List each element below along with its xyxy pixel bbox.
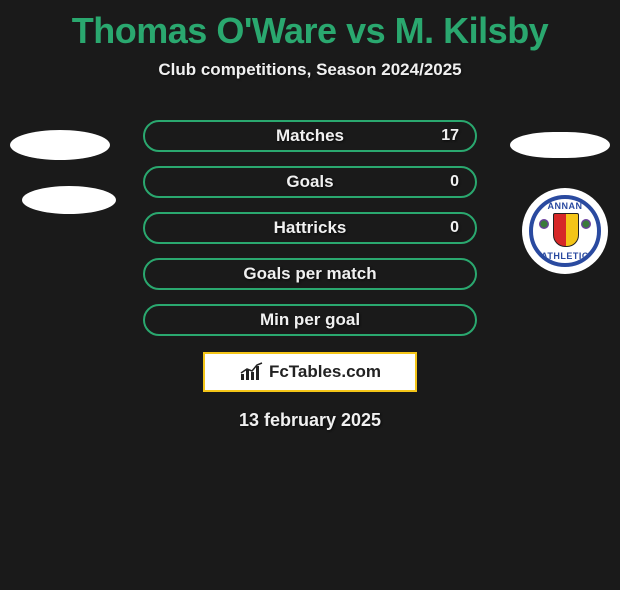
page-title: Thomas O'Ware vs M. Kilsby (0, 10, 620, 52)
player1-name: Thomas O'Ware (72, 10, 337, 51)
stat-label: Matches (276, 126, 344, 146)
stat-row-min-per-goal: Min per goal (143, 304, 477, 336)
stat-value: 17 (441, 127, 459, 145)
stat-row-goals-per-match: Goals per match (143, 258, 477, 290)
club-crest: ANNAN ATHLETIC (522, 188, 608, 274)
brand-text: FcTables.com (269, 362, 381, 382)
stat-label: Hattricks (274, 218, 347, 238)
subtitle: Club competitions, Season 2024/2025 (0, 60, 620, 80)
stat-label: Min per goal (260, 310, 360, 330)
stat-label: Goals (286, 172, 333, 192)
left-badge-placeholder-1 (10, 130, 110, 160)
crest-thistle-icon (581, 219, 591, 229)
stat-label: Goals per match (243, 264, 376, 284)
stat-value: 0 (450, 173, 459, 191)
stat-row-matches: Matches 17 (143, 120, 477, 152)
bar-chart-icon (239, 362, 265, 382)
stat-row-goals: Goals 0 (143, 166, 477, 198)
crest-top-text: ANNAN (533, 201, 597, 211)
crest-thistle-icon (539, 219, 549, 229)
date-text: 13 february 2025 (0, 410, 620, 431)
player2-name: M. Kilsby (395, 10, 549, 51)
stats-container: Matches 17 Goals 0 Hattricks 0 Goals per… (143, 120, 477, 336)
crest-inner: ANNAN ATHLETIC (529, 195, 601, 267)
crest-bottom-text: ATHLETIC (533, 251, 597, 261)
stat-row-hattricks: Hattricks 0 (143, 212, 477, 244)
left-badge-placeholder-2 (22, 186, 116, 214)
brand-box: FcTables.com (203, 352, 417, 392)
vs-text: vs (346, 10, 385, 51)
crest-shield-icon (553, 213, 579, 247)
right-badge-placeholder (510, 132, 610, 158)
stat-value: 0 (450, 219, 459, 237)
